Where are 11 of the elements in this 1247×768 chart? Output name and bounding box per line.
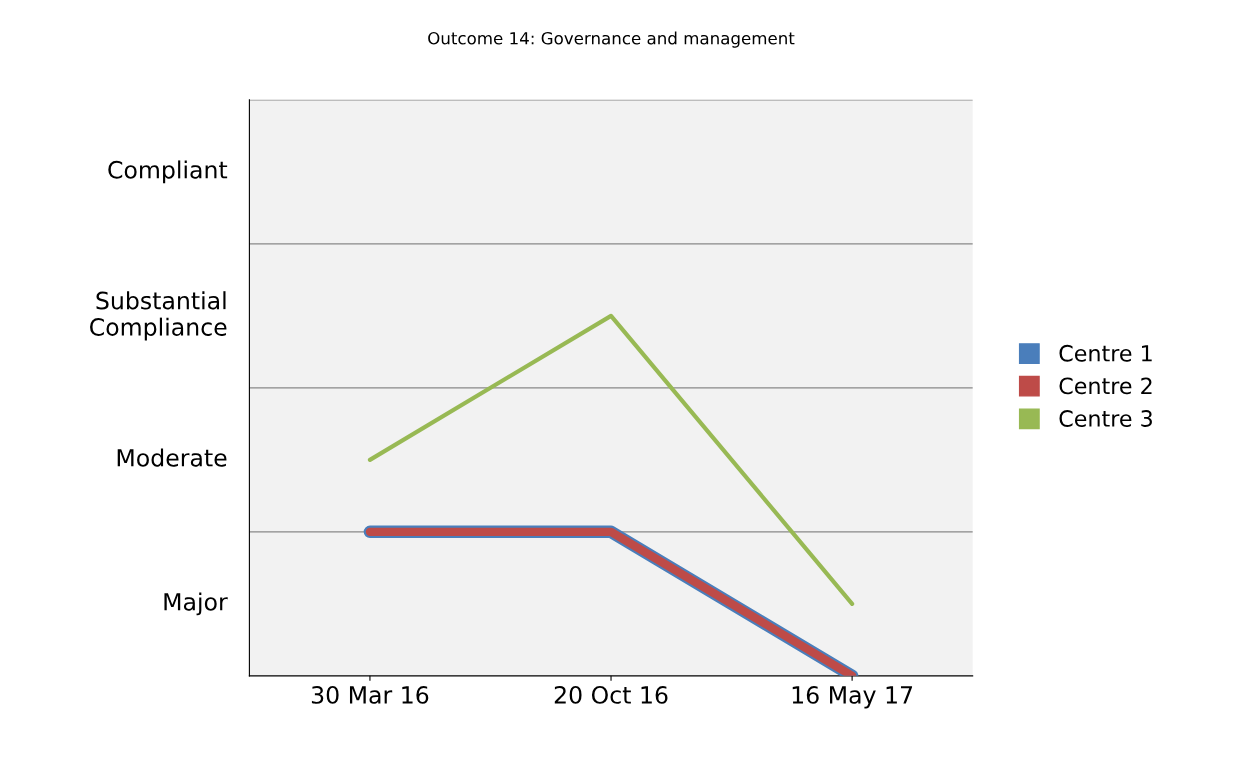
text: Moderate <box>117 448 227 467</box>
legend-label: Centre 3 <box>1059 410 1152 427</box>
x-tick-label: 20 Oct 16 <box>554 685 668 704</box>
text: Major <box>164 592 228 616</box>
text: Substantial Compliance <box>90 291 227 341</box>
x-tick-label: 16 May 17 <box>792 685 913 709</box>
x-tick-label: 30 Mar 16 <box>311 685 429 704</box>
legend-label: Centre 1 <box>1059 344 1152 362</box>
text: Compliant <box>108 160 228 184</box>
legend-label: Centre 2 <box>1059 377 1152 395</box>
chart-title: Outcome 14: Governance and management <box>428 31 795 48</box>
